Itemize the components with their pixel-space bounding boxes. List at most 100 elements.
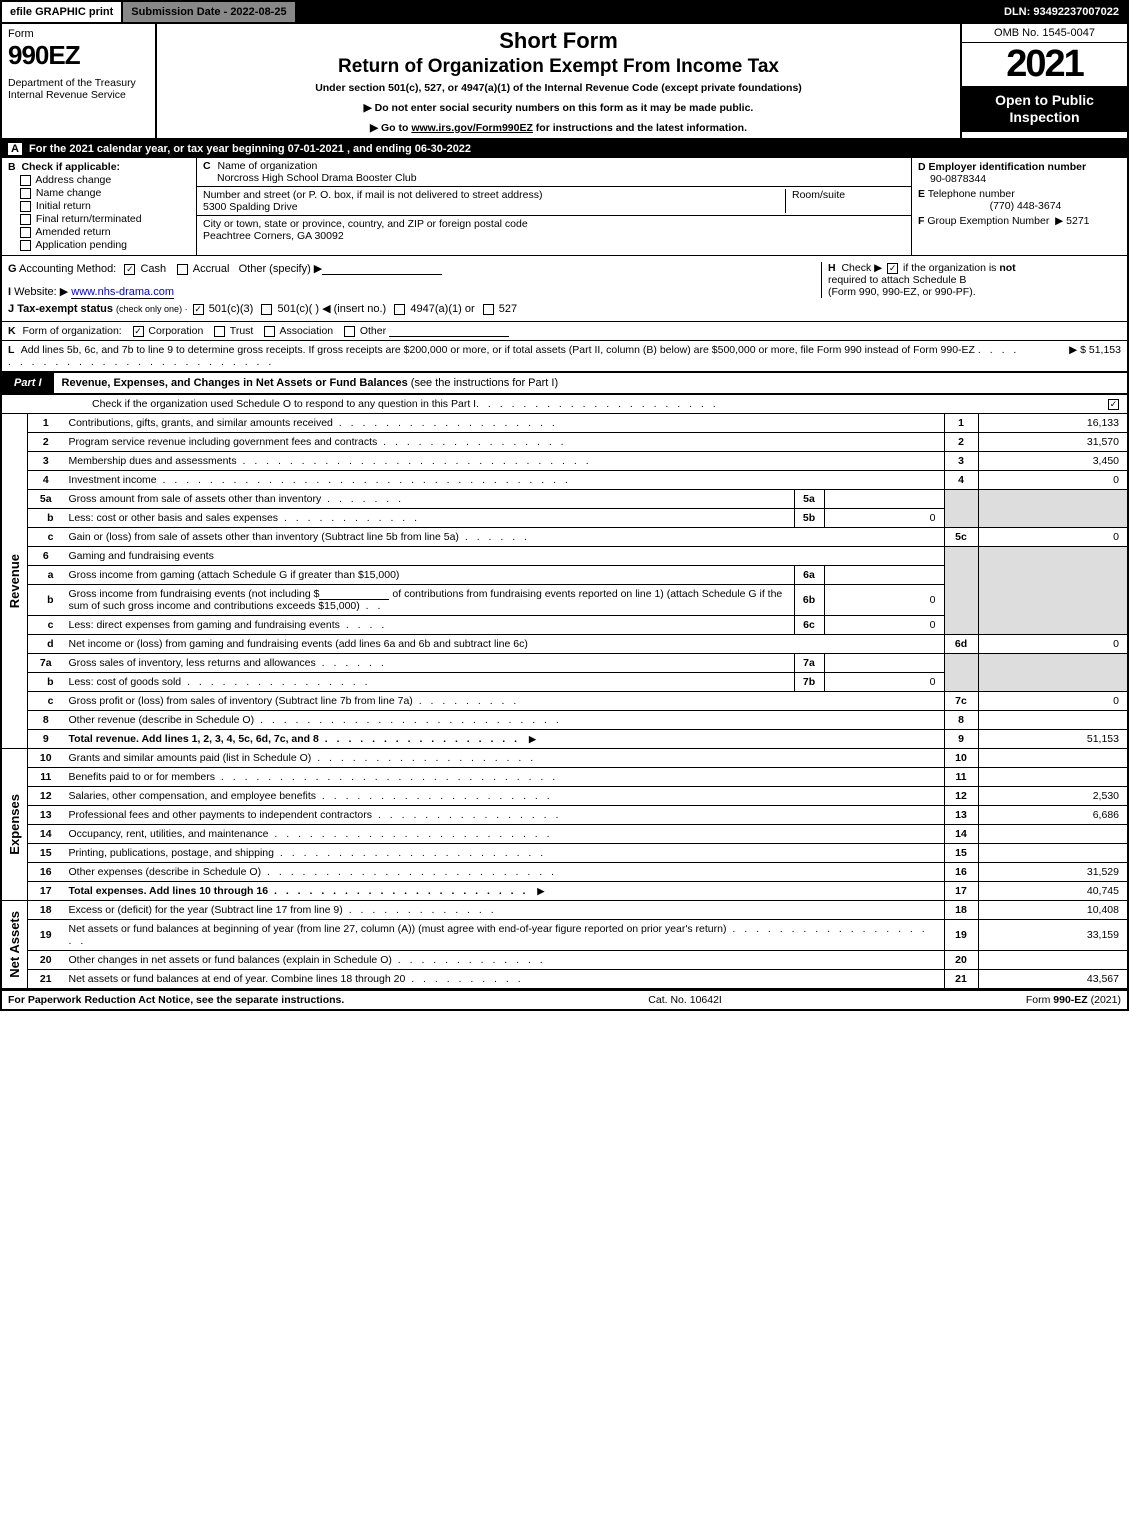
part-i-tab: Part I [2,373,54,393]
b-opt-name[interactable]: Name change [18,187,190,199]
part-i-header: Part I Revenue, Expenses, and Changes in… [0,372,1129,395]
checkbox-icon[interactable] [20,175,31,186]
checkbox-icon[interactable] [20,214,31,225]
group-value: ▶ 5271 [1055,215,1089,227]
title-short-form: Short Form [161,28,956,54]
table-row: 11Benefits paid to or for members . . . … [1,768,1128,787]
h-text3: required to attach Schedule B [828,274,966,286]
checkbox-icon[interactable] [20,188,31,199]
checkbox-501c3-icon[interactable] [193,304,204,315]
b-opt-initial[interactable]: Initial return [18,200,190,212]
table-row: cGain or (loss) from sale of assets othe… [1,528,1128,547]
header-left: Form 990EZ Department of the Treasury In… [2,24,157,138]
header-center: Short Form Return of Organization Exempt… [157,24,962,138]
f-label: F [918,215,924,227]
j-label: J [8,303,14,315]
goto-post: for instructions and the latest informat… [533,122,747,134]
checkbox-assoc-icon[interactable] [264,326,275,337]
dln-label: DLN: 93492237007022 [996,2,1127,22]
k-label: K [8,325,16,337]
j-501c3: 501(c)(3) [209,303,254,315]
checkbox-icon[interactable] [20,240,31,251]
g-cash: Cash [140,263,166,275]
table-row: 12Salaries, other compensation, and empl… [1,787,1128,806]
city-value: Peachtree Corners, GA 30092 [203,230,344,242]
org-name: Norcross High School Drama Booster Club [217,172,417,184]
table-row: 8Other revenue (describe in Schedule O) … [1,711,1128,730]
checkbox-trust-icon[interactable] [214,326,225,337]
d-label: D [918,161,926,173]
c-name-header: Name of organization [218,160,318,172]
section-def: D Employer identification number 90-0878… [912,158,1127,255]
table-row: 4Investment income . . . . . . . . . . .… [1,471,1128,490]
b-opt-pending[interactable]: Application pending [18,239,190,251]
part-i-table: Revenue 1Contributions, gifts, grants, a… [0,414,1129,989]
footer-formref: Form 990-EZ (2021) [1026,994,1121,1006]
section-ghij: G Accounting Method: Cash Accrual Other … [0,256,1129,322]
l-text: Add lines 5b, 6c, and 7b to line 9 to de… [21,344,975,356]
j-4947: 4947(a)(1) or [410,303,474,315]
revenue-side-label: Revenue [7,554,22,608]
checkbox-icon[interactable] [20,201,31,212]
b-opt-final[interactable]: Final return/terminated [18,213,190,225]
line-a: A For the 2021 calendar year, or tax yea… [0,140,1129,158]
table-row: Expenses 10Grants and similar amounts pa… [1,749,1128,768]
topbar: efile GRAPHIC print Submission Date - 20… [0,0,1129,24]
efile-print-button[interactable]: efile GRAPHIC print [2,2,123,22]
line-a-text: For the 2021 calendar year, or tax year … [29,143,471,155]
i-label: I [8,286,11,298]
table-row: 13Professional fees and other payments t… [1,806,1128,825]
dots-icon: . . . . . . . . . . . . . . . . . . . . … [476,398,719,410]
form-header: Form 990EZ Department of the Treasury In… [0,24,1129,140]
checkbox-icon[interactable] [20,227,31,238]
checkbox-cash-icon[interactable] [124,264,135,275]
title-return: Return of Organization Exempt From Incom… [161,56,956,78]
tax-year: 2021 [962,43,1127,86]
table-row: 3Membership dues and assessments . . . .… [1,452,1128,471]
checkbox-other-icon[interactable] [344,326,355,337]
j-527: 527 [499,303,517,315]
checkbox-part-i-icon[interactable] [1108,399,1119,410]
ein-header: Employer identification number [929,161,1087,173]
table-row: 9Total revenue. Add lines 1, 2, 3, 4, 5c… [1,730,1128,749]
section-c: C Name of organization Norcross High Sch… [197,158,912,255]
b-label: B [8,161,16,173]
omb-number: OMB No. 1545-0047 [962,24,1127,43]
subtitle-goto: ▶ Go to www.irs.gov/Form990EZ for instru… [161,122,956,134]
l-label: L [8,344,14,356]
part-i-check-text: Check if the organization used Schedule … [92,398,476,410]
b-opt-amended[interactable]: Amended return [18,226,190,238]
checkbox-accrual-icon[interactable] [177,264,188,275]
table-row: 17Total expenses. Add lines 10 through 1… [1,882,1128,901]
checkbox-527-icon[interactable] [483,304,494,315]
h-text2: if the organization is [903,262,996,274]
part-i-check-row: Check if the organization used Schedule … [0,395,1129,414]
goto-pre: ▶ Go to [370,122,411,134]
subtitle-section: Under section 501(c), 527, or 4947(a)(1)… [161,82,956,94]
g-other: Other (specify) ▶ [239,263,323,275]
website-link[interactable]: www.nhs-drama.com [71,286,174,299]
c-label: C [203,160,211,172]
table-row: 2Program service revenue including gover… [1,433,1128,452]
table-row: 21Net assets or fund balances at end of … [1,970,1128,989]
table-row: 19Net assets or fund balances at beginni… [1,920,1128,951]
b-opt-address[interactable]: Address change [18,174,190,186]
i-text: Website: ▶ [14,286,68,298]
checkbox-4947-icon[interactable] [394,304,405,315]
table-row: 15Printing, publications, postage, and s… [1,844,1128,863]
irs-link[interactable]: www.irs.gov/Form990EZ [411,122,533,134]
table-row: 20Other changes in net assets or fund ba… [1,951,1128,970]
6b-blank[interactable] [319,588,389,600]
page-footer: For Paperwork Reduction Act Notice, see … [0,989,1129,1011]
l-amount: ▶ $ 51,153 [1021,344,1121,368]
k-other-blank[interactable] [389,325,509,337]
checkbox-corp-icon[interactable] [133,326,144,337]
checkbox-h-icon[interactable] [887,263,898,274]
table-row: Revenue 1Contributions, gifts, grants, a… [1,414,1128,433]
g-accrual: Accrual [193,263,230,275]
netassets-side-label: Net Assets [7,911,22,978]
checkbox-501c-icon[interactable] [261,304,272,315]
g-other-blank[interactable] [322,263,442,275]
section-b: B Check if applicable: Address change Na… [2,158,197,255]
h-text4: (Form 990, 990-EZ, or 990-PF). [828,286,976,298]
